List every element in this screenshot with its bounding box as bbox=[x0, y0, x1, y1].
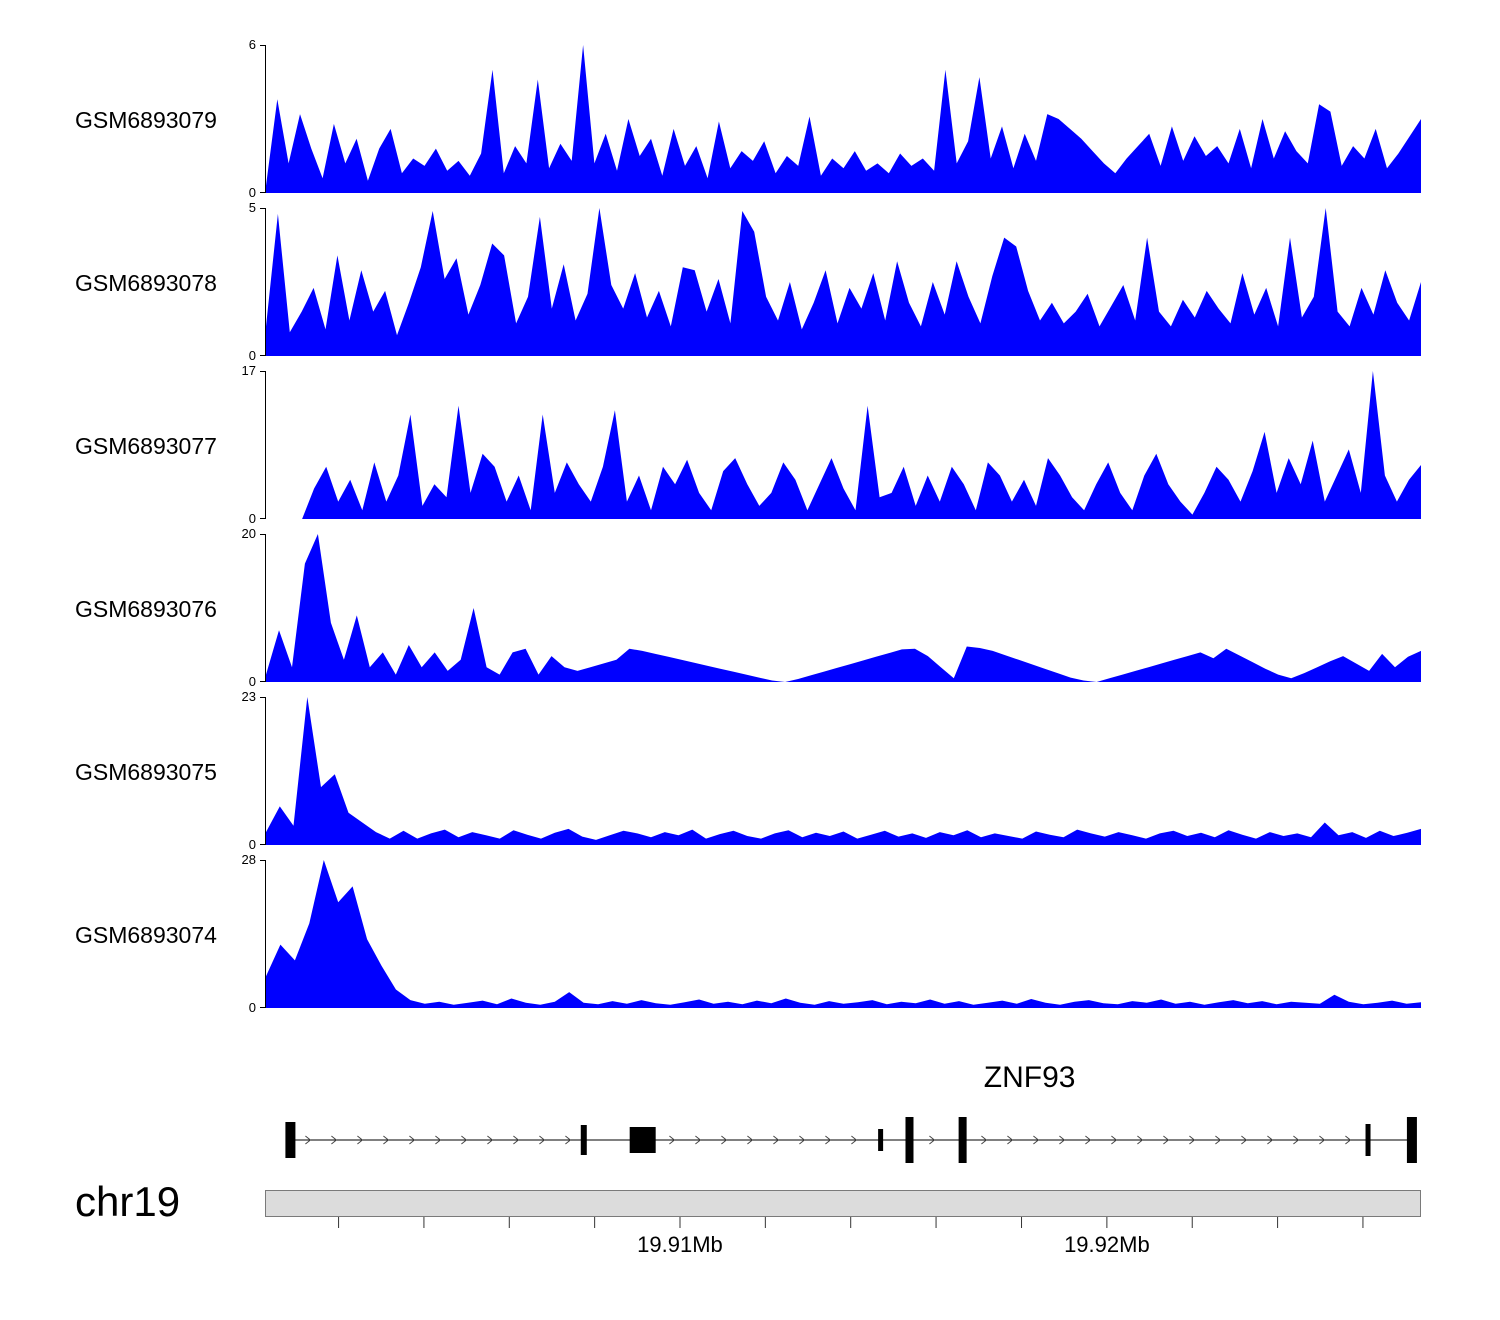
y-axis-top-tick bbox=[260, 45, 266, 46]
coverage-plot: 23 0 bbox=[242, 690, 1421, 852]
y-axis-max-label: 28 bbox=[241, 852, 256, 867]
signal-track-row: GSM6893076 20 0 bbox=[0, 527, 1500, 697]
y-axis-max-label: 6 bbox=[248, 37, 256, 52]
y-axis-bottom-tick bbox=[260, 518, 266, 519]
coverage-signal bbox=[266, 697, 1421, 845]
signal-track-row: GSM6893079 6 0 bbox=[0, 38, 1500, 208]
y-axis-top-tick bbox=[260, 860, 266, 861]
y-axis-top-tick bbox=[260, 534, 266, 535]
coverage-signal bbox=[266, 534, 1421, 682]
signal-track-row: GSM6893077 17 0 bbox=[0, 364, 1500, 534]
y-axis-top-tick bbox=[260, 208, 266, 209]
y-axis-bottom-tick bbox=[260, 192, 266, 193]
y-axis-min-label: 0 bbox=[248, 348, 256, 363]
coverage-signal bbox=[266, 208, 1421, 356]
signal-tracks: GSM6893079 6 0 GSM6893078 5 0 GSM6893077 17 0 GSM… bbox=[0, 38, 1500, 1023]
y-axis-top-tick bbox=[260, 697, 266, 698]
signal-track-row: GSM6893075 23 0 bbox=[0, 690, 1500, 860]
y-axis-min-label: 0 bbox=[248, 674, 256, 689]
y-axis-max-label: 5 bbox=[248, 200, 256, 215]
y-axis-min-label: 0 bbox=[248, 837, 256, 852]
axis-tick-label: 19.91Mb bbox=[637, 1232, 723, 1257]
track-label: GSM6893076 bbox=[75, 596, 217, 622]
coverage-plot: 20 0 bbox=[242, 527, 1421, 689]
signal-track-row: GSM6893074 28 0 bbox=[0, 853, 1500, 1023]
track-label: GSM6893075 bbox=[75, 759, 217, 785]
gene-name-label: ZNF93 bbox=[983, 1061, 1076, 1094]
axis-ticks bbox=[338, 1217, 1364, 1228]
coverage-plot: 17 0 bbox=[242, 364, 1421, 526]
track-label: GSM6893077 bbox=[75, 433, 217, 459]
gene-model-track bbox=[285, 1117, 1417, 1163]
axis-tick-label: 19.92Mb bbox=[1064, 1232, 1150, 1257]
coverage-signal bbox=[266, 45, 1421, 193]
y-axis-top-tick bbox=[260, 371, 266, 372]
y-axis-bottom-tick bbox=[260, 1007, 266, 1008]
y-axis-max-label: 23 bbox=[241, 689, 256, 704]
track-label: GSM6893078 bbox=[75, 270, 217, 296]
y-axis-min-label: 0 bbox=[248, 1000, 256, 1015]
y-axis-max-label: 20 bbox=[241, 526, 256, 541]
coverage-signal bbox=[266, 371, 1421, 519]
track-label: GSM6893074 bbox=[75, 922, 217, 948]
y-axis-bottom-tick bbox=[260, 355, 266, 356]
chromosome-label: chr19 bbox=[75, 1178, 181, 1225]
y-axis-min-label: 0 bbox=[248, 185, 256, 200]
track-label: GSM6893079 bbox=[75, 107, 217, 133]
y-axis-min-label: 0 bbox=[248, 511, 256, 526]
coverage-plot: 28 0 bbox=[242, 853, 1421, 1015]
y-axis-bottom-tick bbox=[260, 844, 266, 845]
y-axis-max-label: 17 bbox=[241, 363, 256, 378]
coverage-signal bbox=[266, 860, 1421, 1008]
signal-track-row: GSM6893078 5 0 bbox=[0, 201, 1500, 371]
y-axis-bottom-tick bbox=[260, 681, 266, 682]
chromosome-bar bbox=[265, 1190, 1421, 1217]
